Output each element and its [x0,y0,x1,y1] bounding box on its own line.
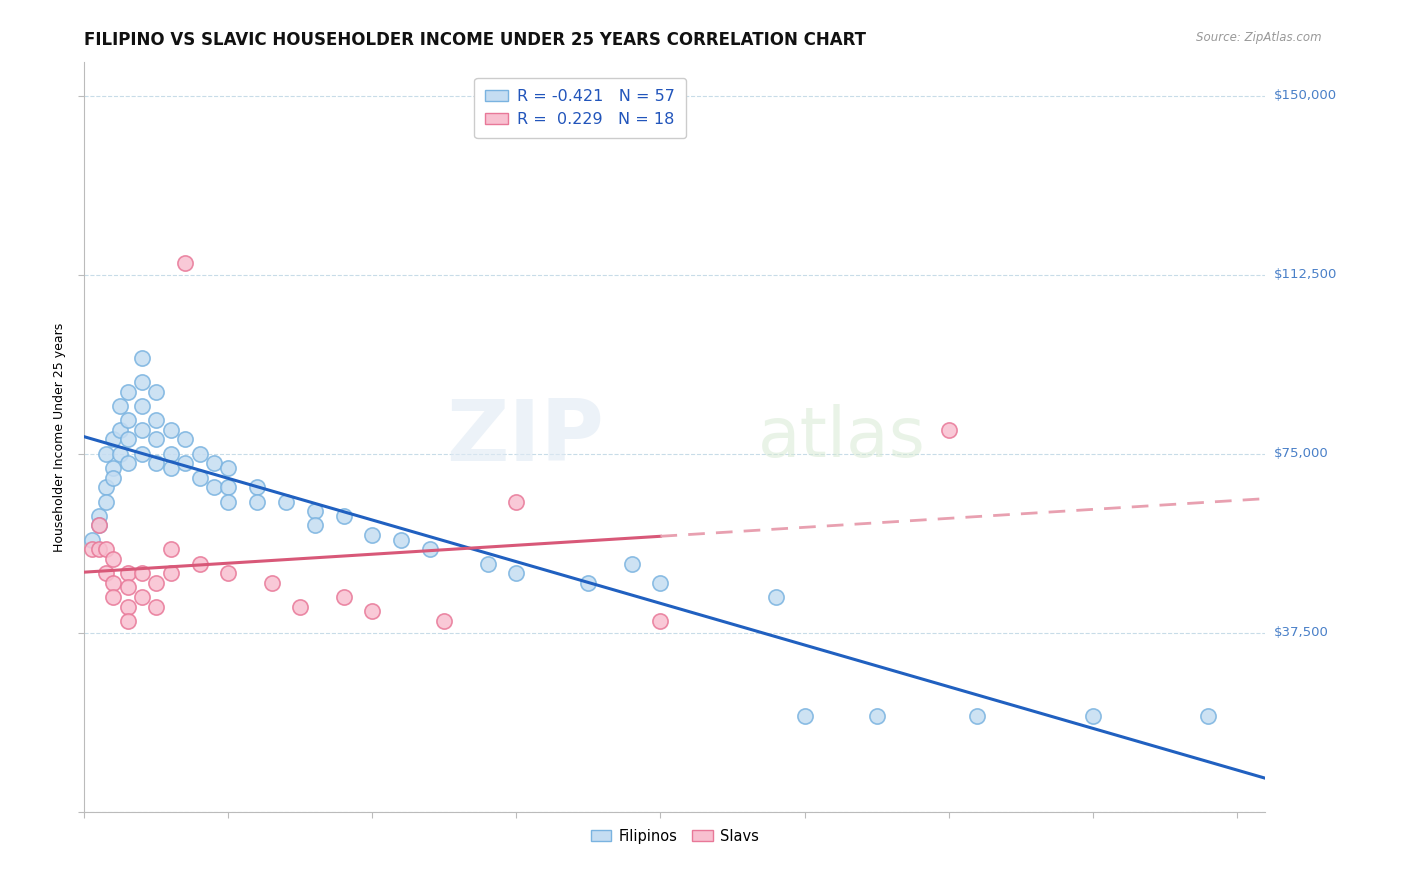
Point [505,566,527,580]
Point [131,399,153,413]
Point [650,614,672,628]
Point [188,470,211,484]
Point [87,518,110,533]
Point [159,461,181,475]
Point [174,256,197,270]
Point [202,480,225,494]
Point [361,528,384,542]
Point [145,433,167,447]
Point [159,566,181,580]
Point [101,470,124,484]
Text: $150,000: $150,000 [1274,89,1337,103]
Point [101,590,124,604]
Point [131,590,153,604]
Text: Source: ZipAtlas.com: Source: ZipAtlas.com [1197,31,1322,45]
Point [1081,709,1104,723]
Point [217,566,239,580]
Point [145,599,167,614]
Point [80,542,103,557]
Point [145,384,167,399]
Point [650,575,672,590]
Point [290,599,312,614]
Point [433,614,456,628]
Point [332,590,354,604]
Point [131,351,153,366]
Point [217,480,239,494]
Point [938,423,960,437]
Point [188,447,211,461]
Point [202,456,225,470]
Point [966,709,988,723]
Text: ZIP: ZIP [446,395,605,479]
Point [101,461,124,475]
Point [246,494,269,508]
Point [159,447,181,461]
Text: FILIPINO VS SLAVIC HOUSEHOLDER INCOME UNDER 25 YEARS CORRELATION CHART: FILIPINO VS SLAVIC HOUSEHOLDER INCOME UN… [84,31,866,49]
Point [578,575,600,590]
Point [131,566,153,580]
Point [389,533,412,547]
Y-axis label: Householder Income Under 25 years: Householder Income Under 25 years [52,322,66,552]
Point [246,480,269,494]
Point [332,508,354,523]
Point [117,413,139,427]
Point [117,456,139,470]
Point [505,494,527,508]
Point [110,399,132,413]
Point [145,575,167,590]
Point [765,590,787,604]
Point [94,447,117,461]
Point [117,566,139,580]
Point [145,456,167,470]
Point [361,604,384,618]
Point [101,551,124,566]
Point [101,433,124,447]
Point [159,423,181,437]
Point [188,557,211,571]
Point [217,494,239,508]
Point [159,542,181,557]
Point [94,480,117,494]
Text: atlas: atlas [758,403,925,471]
Point [131,423,153,437]
Point [117,599,139,614]
Point [793,709,815,723]
Point [110,423,132,437]
Text: $75,000: $75,000 [1274,447,1329,460]
Point [117,581,139,595]
Point [304,518,326,533]
Point [117,384,139,399]
Point [101,575,124,590]
Point [87,518,110,533]
Point [1197,709,1219,723]
Point [110,447,132,461]
Point [865,709,887,723]
Point [304,504,326,518]
Point [94,566,117,580]
Point [94,542,117,557]
Point [94,494,117,508]
Point [80,533,103,547]
Text: $37,500: $37,500 [1274,626,1329,640]
Point [174,433,197,447]
Point [117,433,139,447]
Legend: Filipinos, Slavs: Filipinos, Slavs [585,822,765,849]
Point [174,456,197,470]
Point [477,557,499,571]
Point [117,614,139,628]
Point [145,413,167,427]
Point [87,542,110,557]
Point [274,494,297,508]
Point [131,375,153,389]
Point [260,575,283,590]
Point [131,447,153,461]
Point [419,542,441,557]
Text: $112,500: $112,500 [1274,268,1337,281]
Point [217,461,239,475]
Point [87,508,110,523]
Point [620,557,643,571]
